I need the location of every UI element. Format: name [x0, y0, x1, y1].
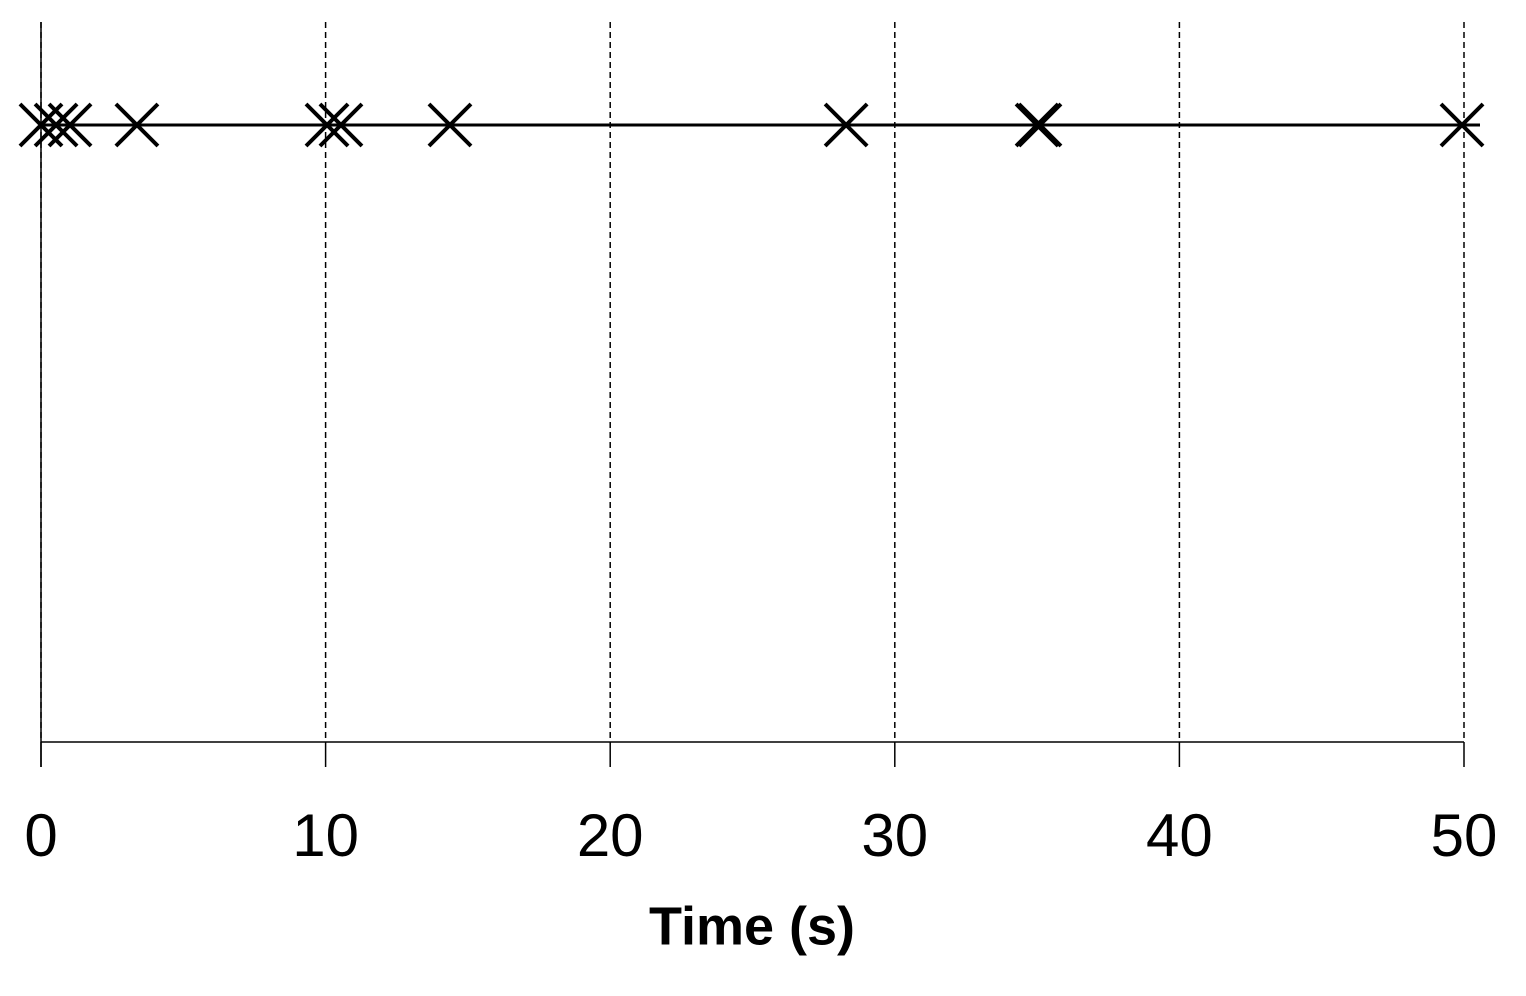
- x-tick-label: 0: [24, 802, 57, 869]
- x-axis-title: Time (s): [649, 896, 855, 956]
- x-tick-label: 20: [577, 802, 644, 869]
- x-tick-label: 50: [1431, 802, 1498, 869]
- event-marker: [1014, 102, 1060, 148]
- event-marker: [823, 102, 869, 148]
- event-marker: [427, 102, 473, 148]
- event-marker: [33, 102, 79, 148]
- x-tick-label: 30: [861, 802, 928, 869]
- event-marker: [318, 102, 364, 148]
- event-marker: [114, 102, 160, 148]
- event-marker: [1017, 102, 1063, 148]
- event-marker: [304, 102, 350, 148]
- event-marker: [1439, 102, 1485, 148]
- x-tick-label: 40: [1146, 802, 1213, 869]
- event-marker: [47, 102, 93, 148]
- x-tick-label: 10: [292, 802, 359, 869]
